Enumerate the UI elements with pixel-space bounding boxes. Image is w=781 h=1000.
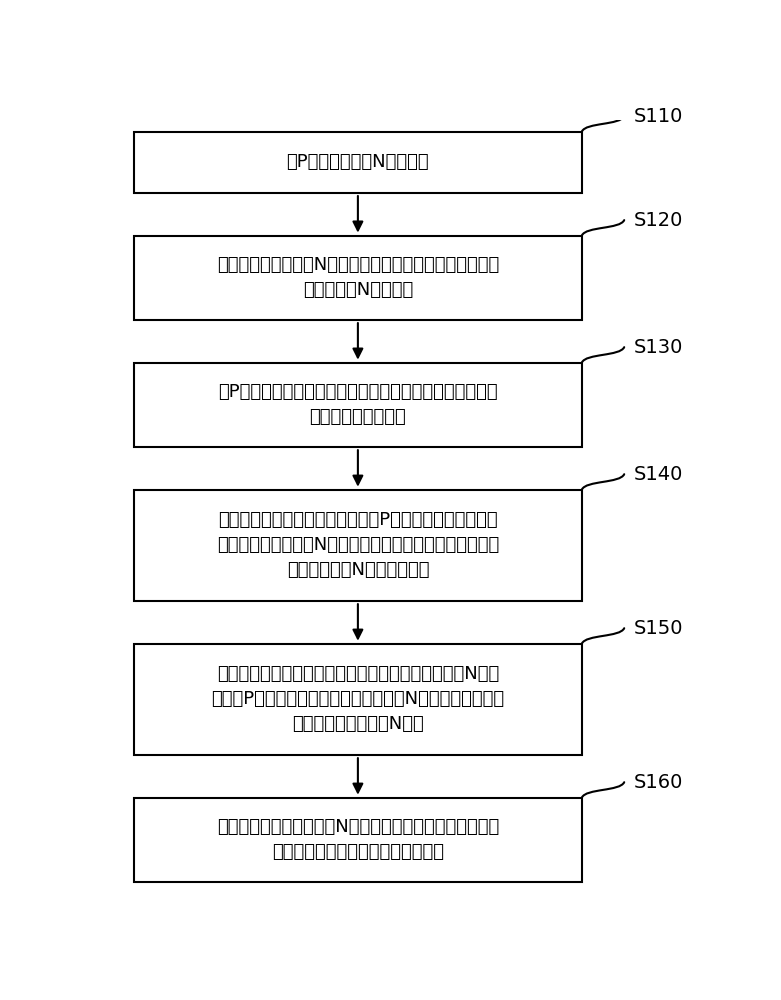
Text: 在P型衬底上形成N型外延层: 在P型衬底上形成N型外延层 xyxy=(287,153,430,171)
Bar xyxy=(134,490,582,601)
Bar xyxy=(134,798,582,882)
Text: 利用多次离子注入在N型外延层上的注入区及注入区之间的
交叠区形成N型漂移区: 利用多次离子注入在N型外延层上的注入区及注入区之间的 交叠区形成N型漂移区 xyxy=(217,256,499,299)
Text: S130: S130 xyxy=(633,338,683,357)
Bar xyxy=(134,644,582,755)
Text: S110: S110 xyxy=(633,107,683,126)
Text: S160: S160 xyxy=(633,773,683,792)
Text: S140: S140 xyxy=(633,465,683,484)
Text: S120: S120 xyxy=(633,211,683,230)
Text: 在每个前述的阱区中依次进行离子注入形成至少一个N型区
和一个P型区，以及利用离子注入在前述N型漂移区中交叠区
的中心区域形成一个N型区: 在每个前述的阱区中依次进行离子注入形成至少一个N型区 和一个P型区，以及利用离子… xyxy=(212,665,505,733)
Bar xyxy=(134,132,582,193)
Bar xyxy=(134,363,582,447)
Text: 在前述源区、栅极结构和N型漂移区分别形成金属接触对应
引出源极电极、栅极电极和漏极电极: 在前述源区、栅极结构和N型漂移区分别形成金属接触对应 引出源极电极、栅极电极和漏… xyxy=(217,818,499,861)
Text: S150: S150 xyxy=(633,619,683,638)
Text: 在每个源区依次进行离子注入形成P型阱区，每个前述的栅
极结构均位于阱区和N型漂移区之间，且和与该栅极结构相
邻近的阱区和N型漂移区接触: 在每个源区依次进行离子注入形成P型阱区，每个前述的栅 极结构均位于阱区和N型漂移… xyxy=(217,511,499,579)
Text: 在P型衬底上依次形成栅氧化层和多晶硅层，通过蚀刻形成
间隔设置的栅极结构: 在P型衬底上依次形成栅氧化层和多晶硅层，通过蚀刻形成 间隔设置的栅极结构 xyxy=(218,383,497,426)
Bar xyxy=(134,235,582,320)
